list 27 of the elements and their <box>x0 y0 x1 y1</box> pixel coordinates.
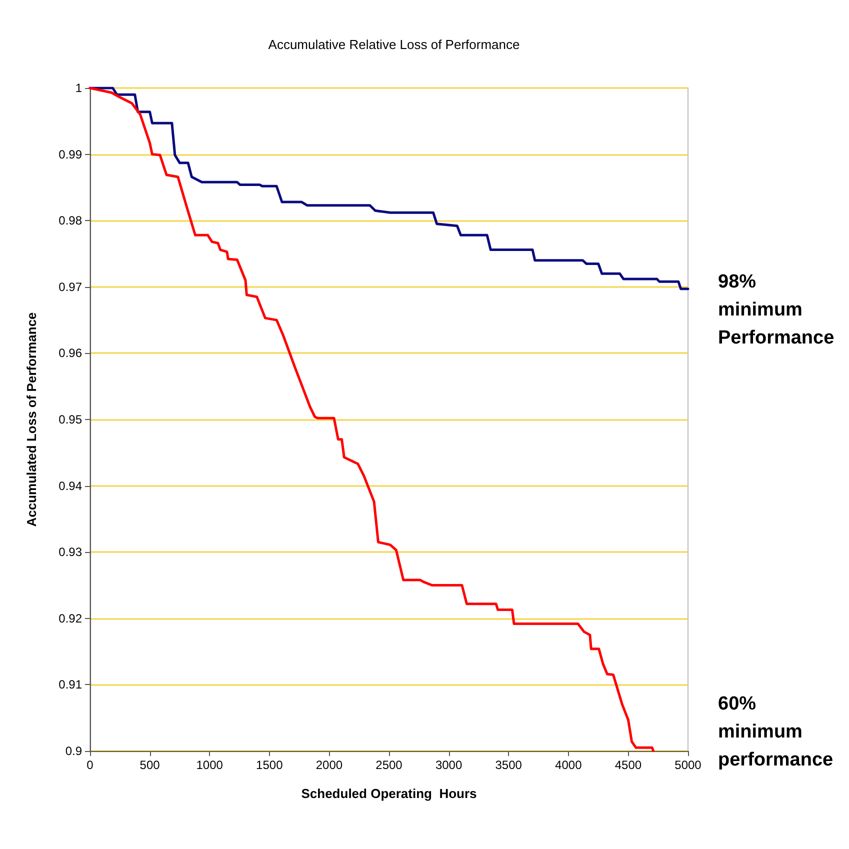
x-tick-label: 0 <box>86 758 94 772</box>
x-tick-label: 5000 <box>674 758 702 772</box>
x-tick-label: 2000 <box>316 758 343 772</box>
x-tick-label: 3000 <box>435 758 462 772</box>
x-axis-title: Scheduled Operating Hours <box>301 786 477 801</box>
x-tick-label: 1500 <box>256 758 284 772</box>
y-tick-label: 0.96 <box>58 346 82 360</box>
text: 98% minimum Performance <box>718 272 834 348</box>
x-tick-label: 4000 <box>555 758 582 772</box>
x-tick-label: 2500 <box>376 758 403 772</box>
y-tick-label: 0.92 <box>58 611 82 626</box>
y-tick-label: 0.9 <box>65 744 82 758</box>
text: 60% minimum performance <box>718 694 834 770</box>
y-tick-label: 1 <box>75 81 82 95</box>
x-tick-label: 500 <box>140 758 160 772</box>
y-tick-label: 0.91 <box>58 678 82 692</box>
y-tick-label: 0.99 <box>58 147 82 162</box>
y-tick-label: 0.98 <box>58 214 82 228</box>
chart-title: Accumulative Relative Loss of Performance <box>268 37 520 52</box>
y-tick-label: 0.95 <box>58 412 82 426</box>
y-tick-label: 0.93 <box>58 545 82 560</box>
y-axis-title: Accumulated Loss of Performance <box>24 312 39 527</box>
y-tick-label: 0.94 <box>58 478 82 493</box>
x-tick-label: 4500 <box>614 758 642 772</box>
y-tick-label: 0.97 <box>58 280 82 294</box>
x-tick-label: 1000 <box>196 758 224 772</box>
x-tick-label: 3500 <box>495 758 522 772</box>
